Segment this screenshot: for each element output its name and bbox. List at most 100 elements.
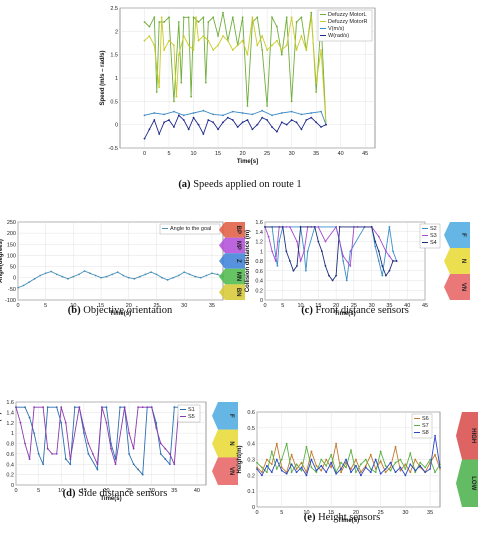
y-tick-label: 0 xyxy=(260,298,263,304)
data-point xyxy=(148,35,151,37)
y-tick-label: 0.3 xyxy=(247,458,255,464)
data-point xyxy=(404,468,407,470)
data-point xyxy=(24,406,26,409)
data-point xyxy=(313,225,316,228)
x-tick-label: 0 xyxy=(16,303,19,309)
data-point xyxy=(172,276,175,279)
data-point xyxy=(153,44,156,47)
data-point xyxy=(168,16,170,19)
y-tick-label: 0.4 xyxy=(255,279,263,285)
data-point xyxy=(340,471,342,474)
data-point xyxy=(388,269,391,272)
data-point xyxy=(177,114,180,117)
data-point xyxy=(246,53,249,56)
data-point xyxy=(164,458,167,460)
legend-entry: V(m/s) xyxy=(328,26,344,32)
data-point xyxy=(155,91,158,93)
legend-entry: S5 xyxy=(188,414,195,420)
series-line-s5 xyxy=(15,406,184,465)
data-point xyxy=(211,272,213,275)
data-point xyxy=(202,133,205,135)
data-point xyxy=(241,112,244,114)
data-point xyxy=(295,49,298,51)
data-point xyxy=(195,16,197,19)
data-point xyxy=(392,250,394,253)
data-point xyxy=(290,110,293,113)
data-point xyxy=(330,461,333,464)
data-point xyxy=(320,458,323,461)
y-tick-label: 0.2 xyxy=(6,473,14,479)
y-tick-label: 1.6 xyxy=(255,220,263,226)
x-tick-label: 10 xyxy=(303,510,309,516)
data-point xyxy=(55,452,58,455)
y-tick-label: 0.8 xyxy=(6,442,14,448)
y-tick-label: 1 xyxy=(11,431,14,437)
data-point xyxy=(330,466,333,469)
data-point xyxy=(325,471,328,474)
y-tick-label: -0.5 xyxy=(109,146,118,152)
data-point xyxy=(285,442,288,445)
y-tick-label: 0.6 xyxy=(247,410,255,416)
data-point xyxy=(182,35,185,37)
data-point xyxy=(50,270,53,273)
data-point xyxy=(246,105,249,107)
data-point xyxy=(374,458,377,461)
data-point xyxy=(315,471,318,474)
x-tick-label: 15 xyxy=(328,510,334,516)
band-n xyxy=(444,248,470,274)
data-point xyxy=(155,273,158,276)
data-point xyxy=(381,274,384,277)
x-tick-label: 10 xyxy=(70,303,76,309)
data-point xyxy=(328,274,330,277)
data-point xyxy=(39,274,42,277)
data-point xyxy=(194,275,197,278)
data-point xyxy=(94,274,97,277)
y-tick-label: 2 xyxy=(115,29,118,35)
data-point xyxy=(325,464,328,467)
data-point xyxy=(173,110,175,113)
data-point xyxy=(299,260,302,262)
data-point xyxy=(261,116,264,119)
data-point xyxy=(64,421,67,424)
data-point xyxy=(160,16,163,19)
legend-entry: Angle to the goal xyxy=(170,226,211,232)
data-point xyxy=(338,225,341,228)
data-point xyxy=(155,427,158,429)
data-point xyxy=(305,445,308,448)
data-point xyxy=(300,35,303,37)
y-axis-label: Collision distance (m) xyxy=(245,230,251,292)
data-point xyxy=(180,81,183,84)
data-point xyxy=(439,468,441,470)
data-point xyxy=(55,273,58,276)
band-label: BN xyxy=(235,288,241,297)
x-tick-label: 20 xyxy=(240,151,246,157)
data-point xyxy=(33,277,36,280)
data-point xyxy=(143,21,146,23)
data-point xyxy=(153,16,156,19)
data-point xyxy=(392,260,394,262)
data-point xyxy=(155,421,158,424)
data-point xyxy=(399,469,402,472)
band-mp xyxy=(219,237,245,254)
x-tick-label: 40 xyxy=(404,303,410,309)
data-point xyxy=(173,100,175,103)
data-point xyxy=(182,114,185,117)
x-tick-label: 30 xyxy=(181,303,187,309)
y-tick-label: -100 xyxy=(5,298,16,304)
data-point xyxy=(173,463,176,466)
fuzzy-band-strip: BP MP Z MN BN xyxy=(219,222,245,300)
data-point xyxy=(278,240,281,243)
legend-entry: S4 xyxy=(430,240,437,246)
data-point xyxy=(276,39,278,42)
data-point xyxy=(271,114,273,117)
x-tick-label: 15 xyxy=(98,303,104,309)
data-point xyxy=(187,16,190,19)
x-tick-label: 10 xyxy=(58,488,64,494)
data-point xyxy=(222,114,224,117)
data-point xyxy=(241,39,244,42)
data-point xyxy=(394,461,397,464)
legend-entry: W(rad/s) xyxy=(328,33,349,39)
data-point xyxy=(256,123,259,126)
data-point xyxy=(384,468,387,470)
data-point xyxy=(399,458,402,461)
